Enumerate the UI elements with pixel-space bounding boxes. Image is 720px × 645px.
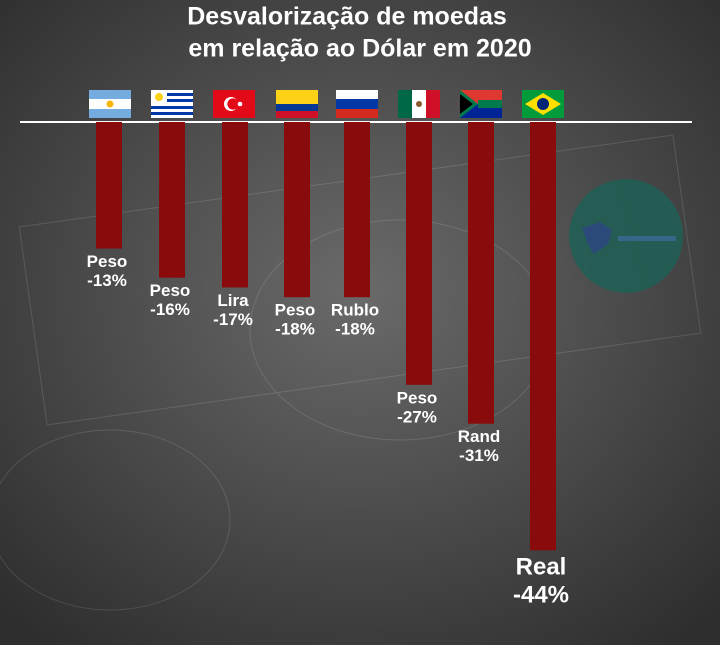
flag: [398, 90, 440, 118]
flag: [89, 90, 131, 118]
chart-title: Desvalorização de moedas: [187, 3, 507, 31]
bar: [159, 122, 185, 278]
category-label: Peso: [275, 301, 316, 320]
bar: [284, 122, 310, 298]
logo: [569, 179, 683, 293]
category-label: Rublo: [331, 301, 379, 320]
flag: [276, 90, 318, 118]
chart-title: em relação ao Dólar em 2020: [188, 35, 531, 63]
flag: [151, 90, 193, 118]
flag: [213, 90, 255, 118]
bar: [468, 122, 494, 424]
category-label: Rand: [458, 427, 501, 446]
flag: [336, 90, 378, 118]
category-label: Peso: [397, 388, 438, 407]
value-label: -13%: [87, 271, 127, 290]
category-label: Peso: [150, 281, 191, 300]
bar: [96, 122, 122, 249]
category-label: Real: [516, 554, 567, 581]
category-label: Peso: [87, 252, 128, 271]
bar: [530, 122, 556, 551]
bar: [222, 122, 248, 288]
value-label: -31%: [459, 446, 499, 465]
value-label: -27%: [397, 407, 437, 426]
flag: [460, 90, 502, 118]
value-label: -18%: [335, 320, 375, 339]
bar: [344, 122, 370, 298]
category-label: Lira: [217, 291, 249, 310]
flag: [522, 90, 564, 118]
bar: [406, 122, 432, 385]
value-label: -17%: [213, 310, 253, 329]
value-label: -44%: [513, 582, 569, 609]
flags: [89, 90, 564, 118]
value-label: -16%: [150, 300, 190, 319]
value-label: -18%: [275, 320, 315, 339]
